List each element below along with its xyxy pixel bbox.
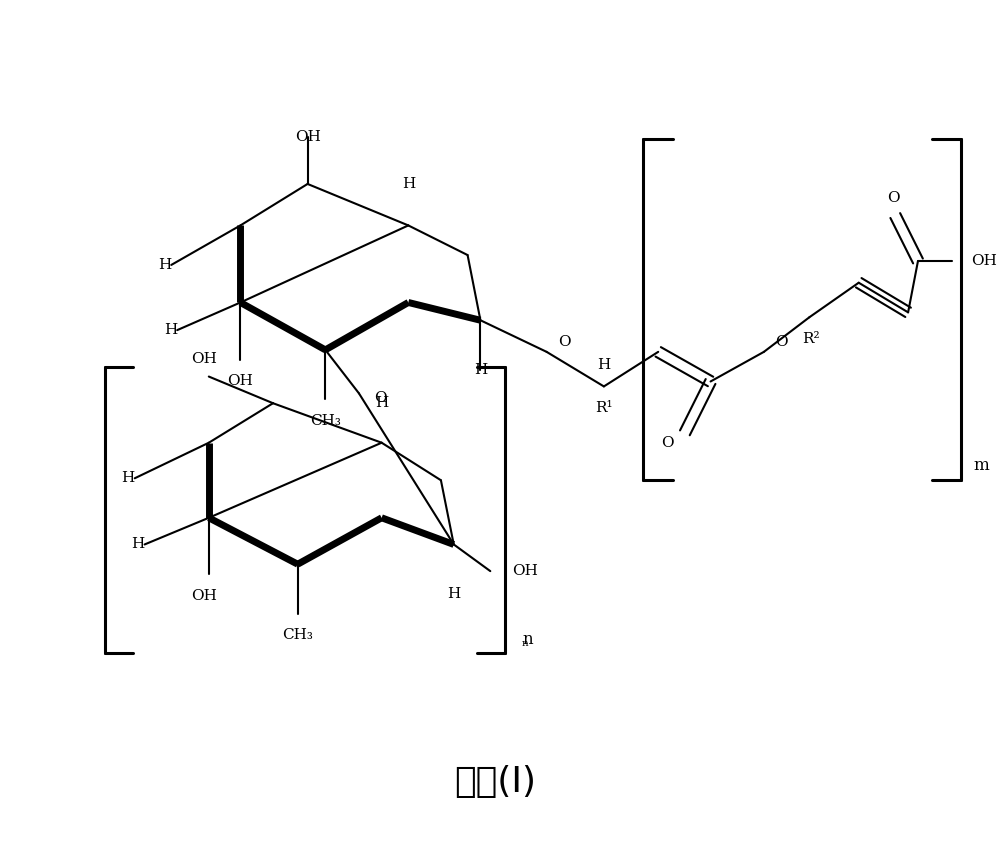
Text: H: H <box>402 177 415 191</box>
Text: H: H <box>158 258 171 272</box>
Text: H: H <box>375 396 388 410</box>
Text: O: O <box>775 335 788 349</box>
Text: H: H <box>121 471 135 485</box>
Text: OH: OH <box>512 564 538 578</box>
Text: OH: OH <box>191 352 217 366</box>
Text: H: H <box>597 357 611 372</box>
Text: OH: OH <box>227 374 253 389</box>
Text: n: n <box>523 631 534 648</box>
Text: H: H <box>131 537 145 552</box>
Text: R¹: R¹ <box>595 401 613 415</box>
Text: H: H <box>474 362 487 377</box>
Text: O: O <box>558 335 571 349</box>
Text: ₙ: ₙ <box>521 632 528 650</box>
Text: R²: R² <box>802 332 820 346</box>
Text: CH₃: CH₃ <box>282 628 313 643</box>
Text: OH: OH <box>971 254 997 268</box>
Text: O: O <box>661 436 673 450</box>
Text: CH₃: CH₃ <box>310 414 341 428</box>
Text: OH: OH <box>191 589 217 603</box>
Text: OH: OH <box>295 130 321 144</box>
Text: m: m <box>973 457 989 474</box>
Text: 通式(I): 通式(I) <box>454 764 536 798</box>
Text: H: H <box>447 587 460 600</box>
Text: O: O <box>887 191 900 204</box>
Text: O: O <box>374 391 387 405</box>
Text: H: H <box>164 323 177 337</box>
